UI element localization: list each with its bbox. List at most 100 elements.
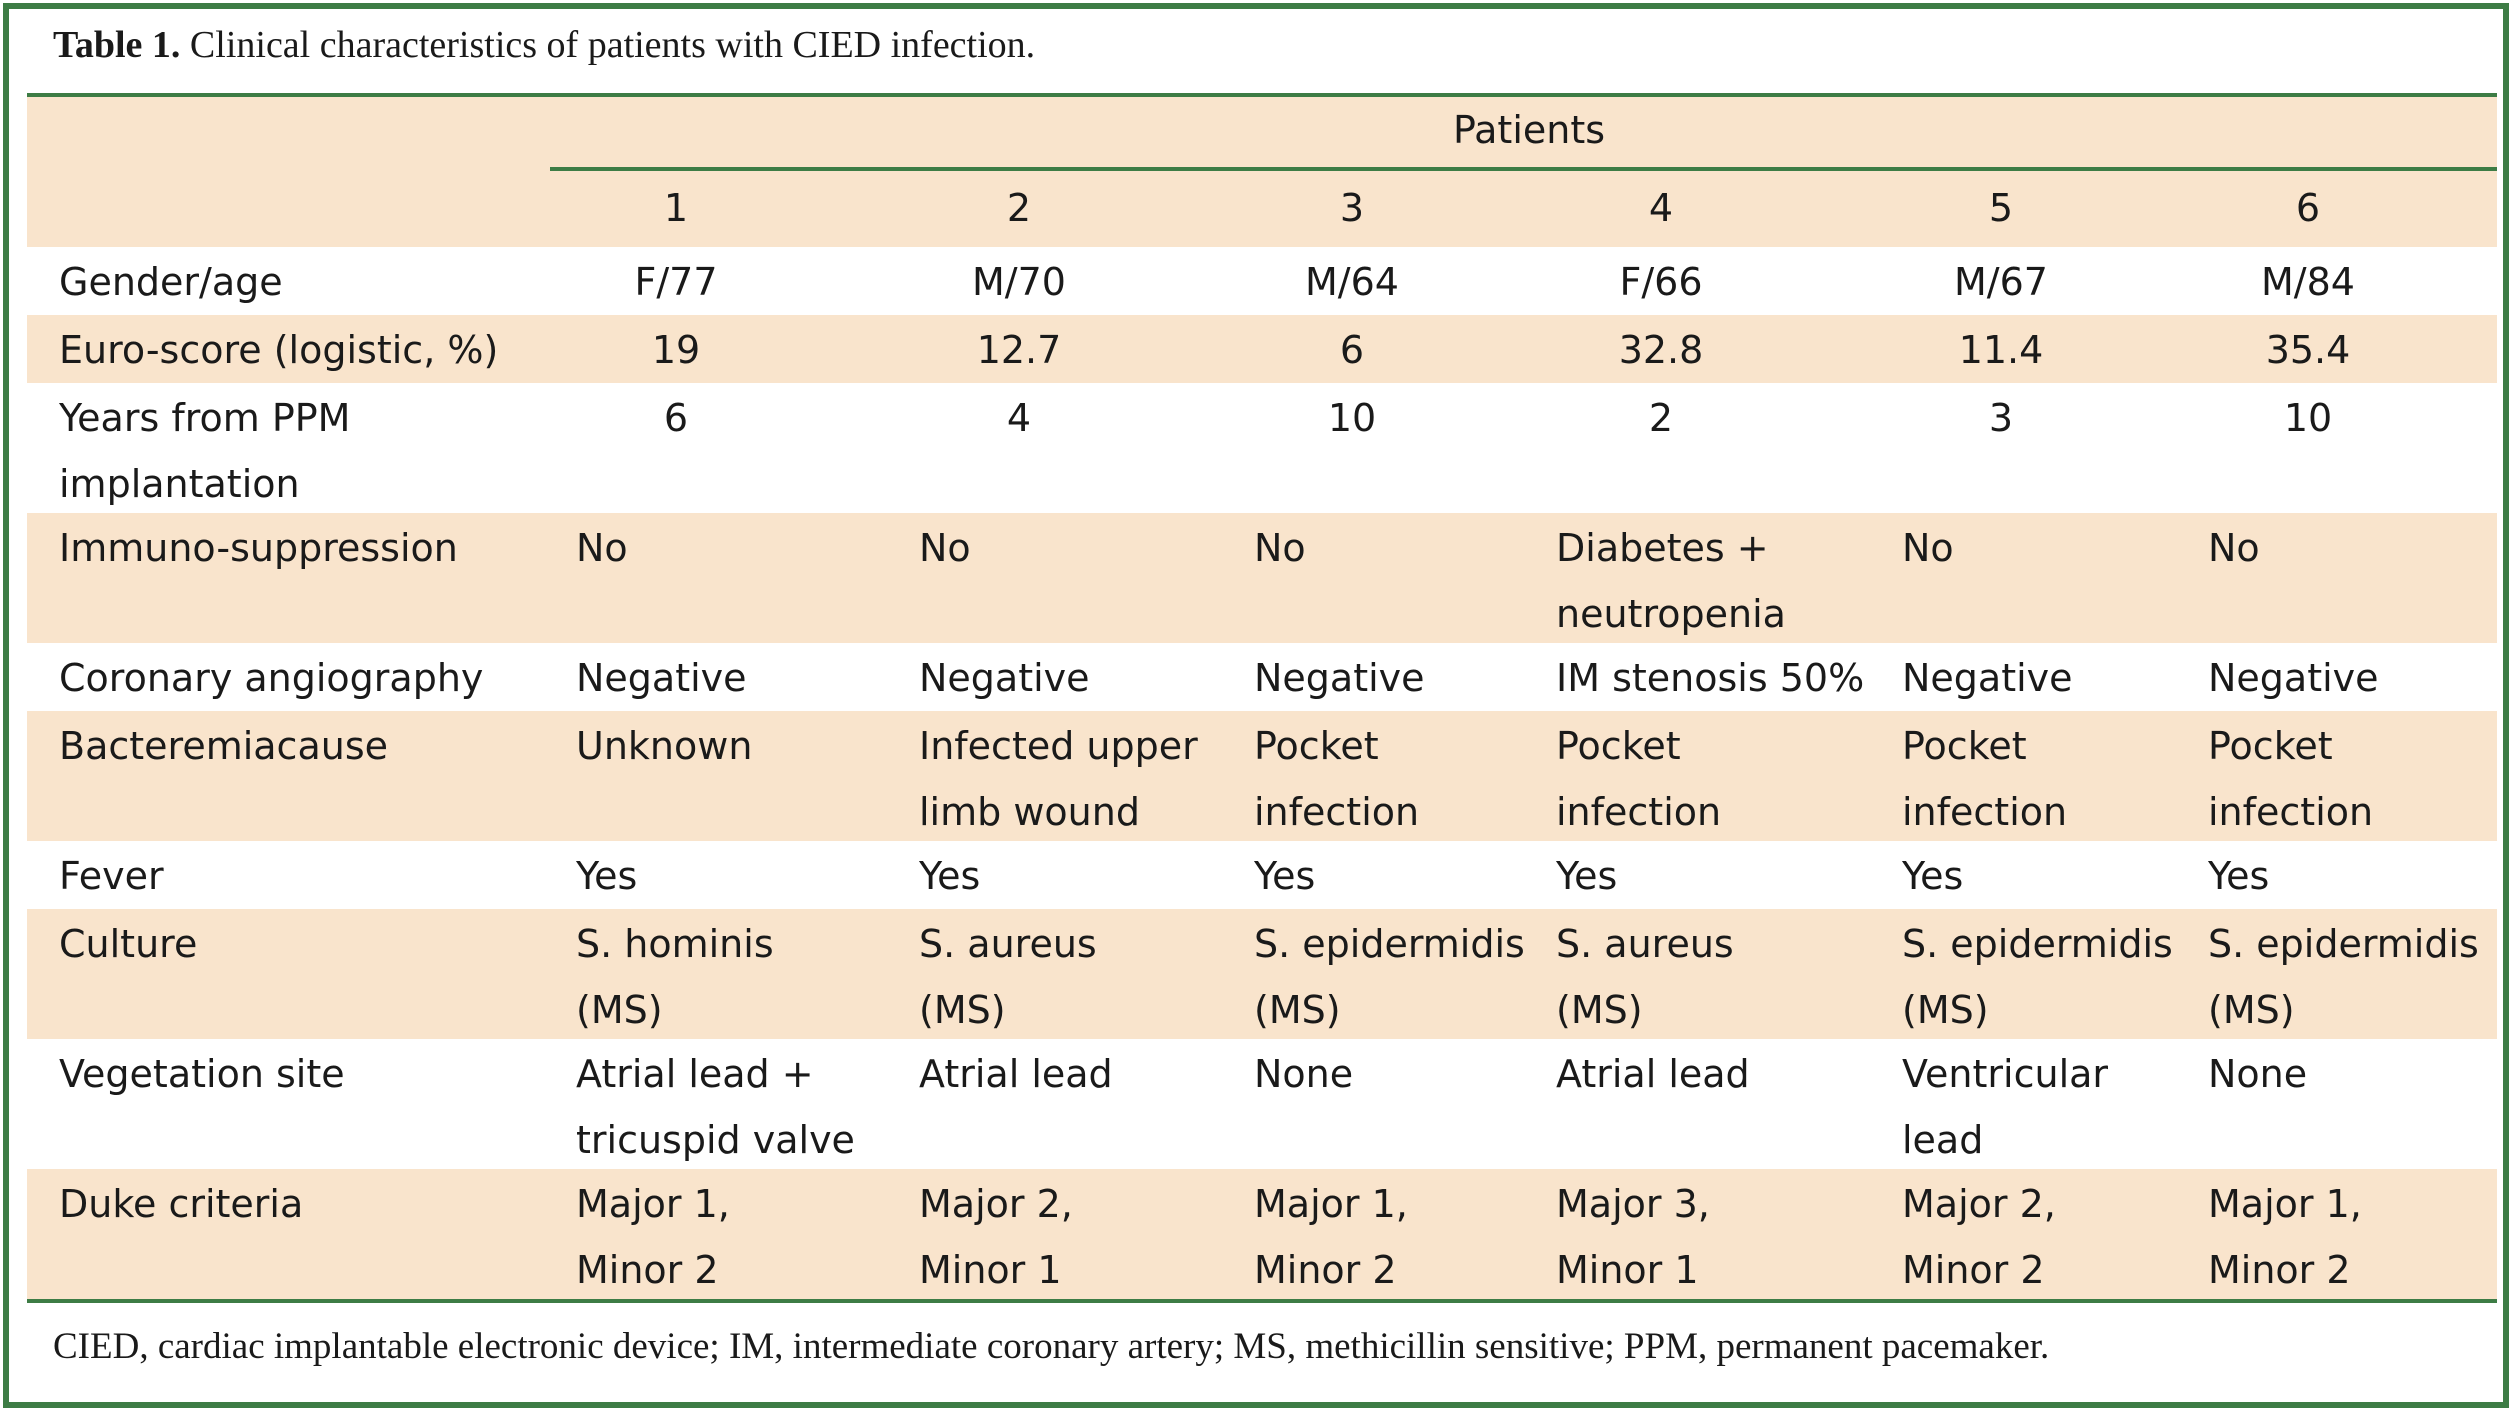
- table-cell: 2: [1648, 396, 1674, 440]
- table-cell: S. aureus: [919, 922, 1097, 966]
- row-label: Vegetation site: [59, 1052, 345, 1096]
- table-cell: Major 1,: [576, 1182, 730, 1226]
- table-cell: Ventricular: [1902, 1052, 2109, 1096]
- table-cell: 4: [1006, 396, 1032, 440]
- table-cell: (MS): [1254, 988, 1341, 1032]
- table-cell: F/77: [634, 260, 718, 304]
- row-label: Bacteremiacause: [59, 724, 388, 768]
- table-caption-text: Clinical characteristics of patients wit…: [180, 24, 1036, 66]
- table-caption-label: Table 1.: [53, 24, 181, 66]
- table-cell: Negative: [576, 656, 747, 700]
- patient-number-header: 1: [663, 186, 689, 230]
- row-label: Duke criteria: [59, 1182, 304, 1226]
- table-frame: Table 1. Clinical characteristics of pat…: [3, 3, 2509, 1408]
- table-cell: S. epidermidis: [1902, 922, 2173, 966]
- table-cell: 32.8: [1618, 328, 1704, 372]
- table-cell: limb wound: [919, 790, 1140, 834]
- table-cell: M/70: [972, 260, 1066, 304]
- table-cell: Atrial lead +: [576, 1052, 814, 1096]
- table-cell: 6: [663, 396, 689, 440]
- table-caption: Table 1. Clinical characteristics of pat…: [53, 23, 1035, 67]
- table-cell: M/64: [1305, 260, 1399, 304]
- row-band: [27, 711, 2497, 841]
- patient-number-header: 5: [1988, 186, 2014, 230]
- table-cell: F/66: [1619, 260, 1703, 304]
- table-cell: No: [2208, 526, 2260, 570]
- table-cell: Unknown: [576, 724, 753, 768]
- table-cell: 10: [2283, 396, 2333, 440]
- table-cell: M/67: [1954, 260, 2048, 304]
- table-cell: Negative: [1902, 656, 2073, 700]
- table-cell: Major 1,: [2208, 1182, 2362, 1226]
- patient-number-header: 2: [1006, 186, 1032, 230]
- table-cell: Minor 1: [919, 1248, 1062, 1292]
- row-label: Immuno-suppression: [59, 526, 458, 570]
- patient-number-header: 6: [2295, 186, 2321, 230]
- table-cell: Minor 2: [576, 1248, 719, 1292]
- row-label: Euro-score (logistic, %): [59, 328, 499, 372]
- table-cell: No: [919, 526, 971, 570]
- table-cell: 35.4: [2265, 328, 2351, 372]
- table-cell: infection: [1902, 790, 2068, 834]
- table-cell: Pocket: [1254, 724, 1379, 768]
- table-cell: Minor 1: [1556, 1248, 1699, 1292]
- table-cell: 19: [651, 328, 701, 372]
- row-label: Coronary angiography: [59, 656, 484, 700]
- row-label: Fever: [59, 854, 164, 898]
- table-cell: 6: [1339, 328, 1365, 372]
- patient-number-header: 3: [1339, 186, 1365, 230]
- table-cell: Yes: [919, 854, 981, 898]
- table-cell: S. epidermidis: [2208, 922, 2479, 966]
- table-cell: (MS): [1902, 988, 1989, 1032]
- table-cell: No: [1902, 526, 1954, 570]
- table-cell: Yes: [1556, 854, 1618, 898]
- table-cell: 10: [1327, 396, 1377, 440]
- row-label: Years from PPM: [59, 396, 351, 440]
- table-cell: Major 3,: [1556, 1182, 1710, 1226]
- table-cell: None: [1254, 1052, 1354, 1096]
- table-cell: Minor 2: [1254, 1248, 1397, 1292]
- table-cell: Negative: [2208, 656, 2379, 700]
- table-cell: Yes: [576, 854, 638, 898]
- table-cell: Negative: [919, 656, 1090, 700]
- table-cell: infection: [1556, 790, 1722, 834]
- table-footnote: CIED, cardiac implantable electronic dev…: [53, 1326, 2050, 1367]
- row-band: [27, 315, 2497, 383]
- table-cell: Major 1,: [1254, 1182, 1408, 1226]
- row-band: [27, 513, 2497, 643]
- table-cell: (MS): [1556, 988, 1643, 1032]
- table-cell: IM stenosis 50%: [1556, 656, 1865, 700]
- table-cell: Major 2,: [1902, 1182, 2056, 1226]
- table-cell: Infected upper: [919, 724, 1198, 768]
- table-cell: infection: [1254, 790, 1420, 834]
- table-cell: Pocket: [2208, 724, 2333, 768]
- table-cell: S. hominis: [576, 922, 774, 966]
- table-cell: S. aureus: [1556, 922, 1734, 966]
- table-cell: Pocket: [1556, 724, 1681, 768]
- table-cell: (MS): [2208, 988, 2295, 1032]
- bottom-rule: [27, 1299, 2497, 1303]
- table-cell: None: [2208, 1052, 2308, 1096]
- table-cell: Atrial lead: [1556, 1052, 1750, 1096]
- row-label: Culture: [59, 922, 198, 966]
- patients-group-header: Patients: [1452, 108, 1606, 152]
- table-cell: Yes: [1902, 854, 1964, 898]
- table-cell: Yes: [1254, 854, 1316, 898]
- table-cell: S. epidermidis: [1254, 922, 1525, 966]
- table-cell: (MS): [919, 988, 1006, 1032]
- table-cell: infection: [2208, 790, 2374, 834]
- table-cell: Minor 2: [1902, 1248, 2045, 1292]
- table-cell: tricuspid valve: [576, 1118, 855, 1162]
- table-cell: No: [1254, 526, 1306, 570]
- table-cell: M/84: [2261, 260, 2355, 304]
- table-cell: 3: [1988, 396, 2014, 440]
- header-band: [27, 97, 2497, 247]
- table-cell: Diabetes +: [1556, 526, 1769, 570]
- table-cell: Atrial lead: [919, 1052, 1113, 1096]
- row-label: implantation: [59, 462, 300, 506]
- table-cell: Negative: [1254, 656, 1425, 700]
- table-cell: neutropenia: [1556, 592, 1786, 636]
- table-cell: Pocket: [1902, 724, 2027, 768]
- table-cell: lead: [1902, 1118, 1984, 1162]
- table-cell: Minor 2: [2208, 1248, 2351, 1292]
